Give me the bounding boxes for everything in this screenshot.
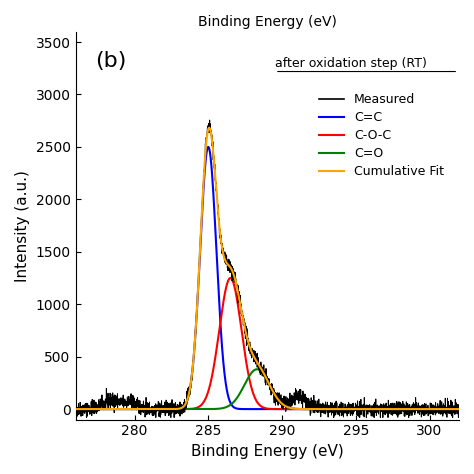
Text: (b): (b) — [95, 51, 126, 71]
X-axis label: Binding Energy (eV): Binding Energy (eV) — [191, 444, 344, 459]
Title: Binding Energy (eV): Binding Energy (eV) — [198, 15, 337, 29]
Legend: Measured, C=C, C-O-C, C=O, Cumulative Fit: Measured, C=C, C-O-C, C=O, Cumulative Fi… — [314, 88, 449, 183]
Y-axis label: Intensity (a.u.): Intensity (a.u.) — [15, 170, 30, 282]
Text: after oxidation step (RT): after oxidation step (RT) — [275, 57, 427, 70]
